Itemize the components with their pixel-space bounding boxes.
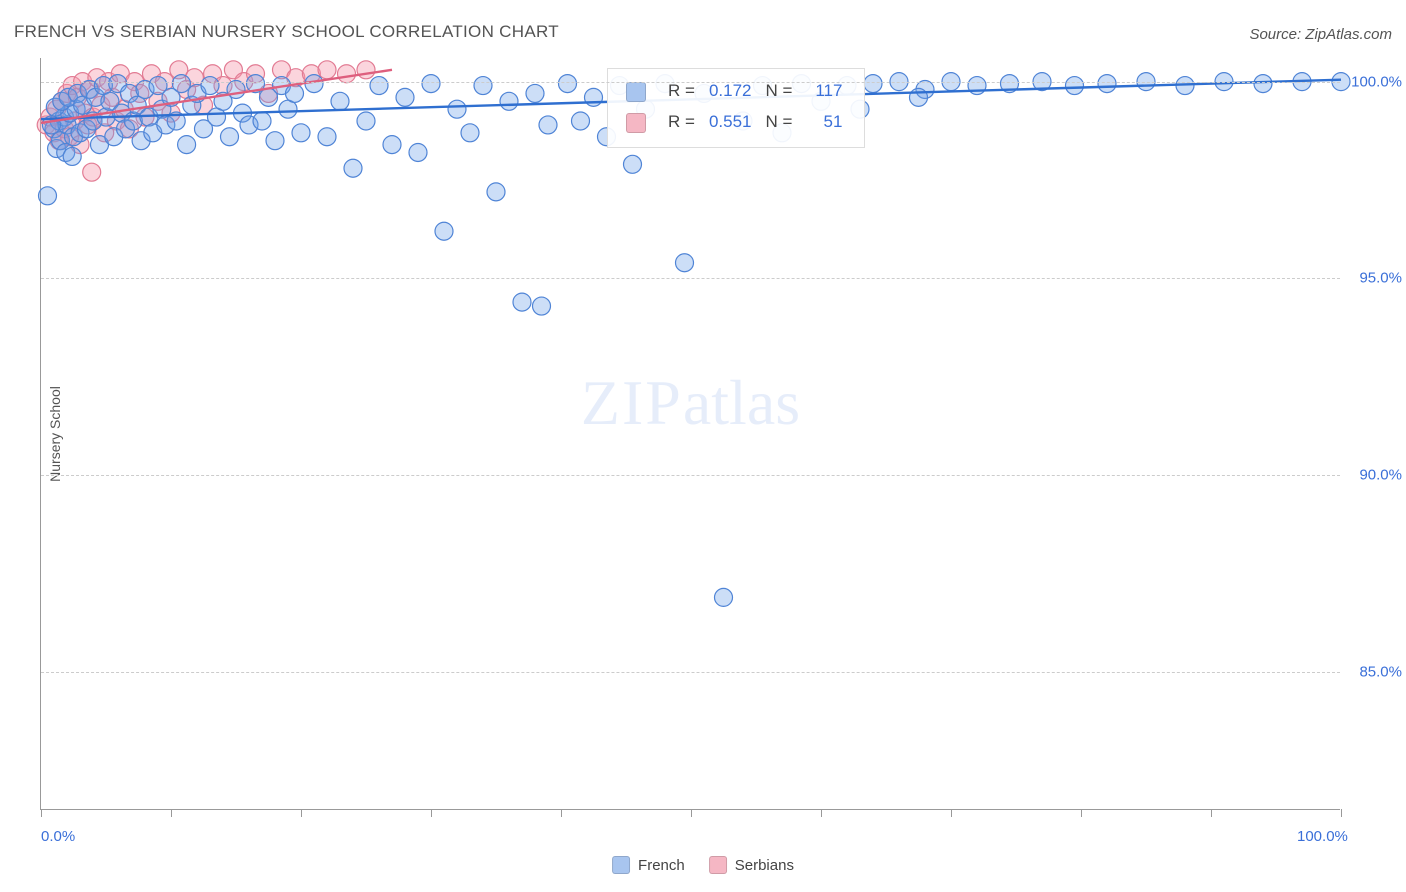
chart-svg [41,58,1340,809]
french-point [500,92,518,110]
gridline [41,82,1340,83]
y-tick-label: 95.0% [1359,270,1402,287]
gridline [41,278,1340,279]
gridline [41,672,1340,673]
x-tick [821,809,822,817]
french-point [513,293,531,311]
french-point [357,112,375,130]
x-tick [1211,809,1212,817]
french-point [318,128,336,146]
french-point [1066,77,1084,95]
x-tick [1081,809,1082,817]
french-point [448,100,466,118]
serbians-point [318,61,336,79]
serbians-point [83,163,101,181]
legend-label: Serbians [735,857,794,874]
french-point [344,159,362,177]
y-tick-label: 100.0% [1351,73,1402,90]
stats-R-label: R = [662,108,701,137]
french-point [286,84,304,102]
gridline [41,475,1340,476]
stats-R-value: 0.551 [703,108,758,137]
source-label: Source: ZipAtlas.com [1249,26,1392,43]
french-point [539,116,557,134]
legend-label: French [638,857,685,874]
french-point [572,112,590,130]
french-point [201,77,219,95]
plot-area: ZIPatlas Nursery School R =0.172N =117R … [40,58,1340,810]
x-tick-label: 100.0% [1297,828,1348,845]
stats-N-label: N = [759,108,798,137]
french-point [383,136,401,154]
french-point [178,136,196,154]
legend-swatch [612,856,630,874]
french-point [487,183,505,201]
x-tick-label: 0.0% [41,828,75,845]
french-point [533,297,551,315]
french-point [1254,75,1272,93]
french-point [624,155,642,173]
french-point [435,222,453,240]
x-tick [41,809,42,817]
french-point [474,77,492,95]
x-tick [691,809,692,817]
french-point [221,128,239,146]
x-tick [951,809,952,817]
stats-row: R =0.551N =51 [620,108,848,137]
x-tick [431,809,432,817]
legend: French Serbians [612,856,794,874]
french-point [526,84,544,102]
french-point [253,112,271,130]
stats-swatch [626,113,646,133]
serbians-point [357,61,375,79]
x-tick [301,809,302,817]
legend-item: Serbians [709,856,794,874]
french-point [422,75,440,93]
y-tick-label: 85.0% [1359,664,1402,681]
french-point [227,80,245,98]
french-point [396,88,414,106]
french-point [266,132,284,150]
french-point [370,77,388,95]
french-point [63,147,81,165]
stats-table: R =0.172N =117R =0.551N =51 [618,75,850,139]
legend-swatch [709,856,727,874]
french-point [331,92,349,110]
serbians-point [338,65,356,83]
french-point [559,75,577,93]
x-tick [171,809,172,817]
french-point [864,75,882,93]
french-point [715,588,733,606]
french-point [676,254,694,272]
x-tick [561,809,562,817]
french-point [39,187,57,205]
chart-title: FRENCH VS SERBIAN NURSERY SCHOOL CORRELA… [14,22,559,42]
correlation-stats-box: R =0.172N =117R =0.551N =51 [607,68,865,148]
y-axis-label: Nursery School [47,386,63,482]
legend-item: French [612,856,685,874]
french-point [1098,75,1116,93]
x-tick [1341,809,1342,817]
french-point [461,124,479,142]
y-tick-label: 90.0% [1359,467,1402,484]
stats-swatch [626,82,646,102]
french-point [172,75,190,93]
french-point [292,124,310,142]
stats-N-value: 51 [800,108,848,137]
french-point [409,143,427,161]
